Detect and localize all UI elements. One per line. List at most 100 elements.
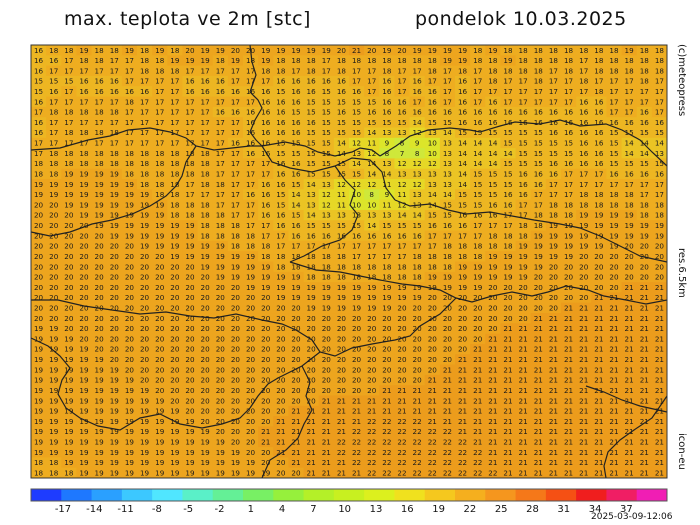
temperature-cell — [485, 220, 502, 232]
temperature-value: 18 — [367, 56, 377, 65]
temperature-cell — [167, 323, 184, 335]
temperature-value: 21 — [640, 376, 649, 385]
temperature-value: 20 — [140, 334, 150, 343]
temperature-value: 14 — [397, 211, 407, 220]
temperature-value: 19 — [473, 273, 483, 282]
temperature-cell — [288, 209, 305, 221]
temperature-value: 20 — [216, 314, 226, 323]
temperature-value: 20 — [125, 242, 135, 251]
temperature-value: 21 — [579, 468, 588, 477]
temperature-value: 17 — [579, 66, 588, 75]
temperature-cell — [636, 199, 653, 211]
temperature-cell — [530, 271, 547, 283]
temperature-cell — [318, 436, 335, 448]
temperature-cell — [288, 179, 305, 190]
temperature-value: 19 — [276, 283, 286, 292]
temperature-cell — [379, 467, 396, 478]
temperature-value: 22 — [413, 458, 422, 467]
temperature-value: 17 — [534, 97, 543, 106]
temperature-value: 21 — [322, 448, 331, 457]
temperature-value: 20 — [140, 303, 150, 312]
temperature-cell — [243, 96, 259, 108]
temperature-cell — [394, 416, 411, 428]
temperature-cell — [364, 436, 380, 448]
temperature-cell — [379, 302, 396, 314]
temperature-cell — [152, 240, 168, 252]
temperature-cell — [470, 333, 486, 345]
map-frame — [30, 44, 668, 479]
temperature-cell — [182, 106, 199, 118]
temperature-cell — [606, 179, 623, 190]
temperature-cell — [379, 447, 396, 458]
temperature-cell — [651, 405, 667, 417]
temperature-value: 19 — [609, 221, 619, 230]
temperature-cell — [258, 354, 274, 366]
temperature-value: 15 — [428, 211, 437, 220]
temperature-value: 19 — [155, 448, 165, 457]
temperature-cell — [333, 261, 350, 273]
temperature-cell — [91, 405, 108, 417]
temperature-cell — [379, 333, 396, 345]
temperature-cell — [500, 313, 517, 324]
temperature-cell — [576, 343, 592, 355]
temperature-cell — [273, 65, 290, 77]
temperature-value: 21 — [352, 468, 361, 477]
temperature-cell — [152, 302, 168, 314]
temperature-cell — [318, 65, 335, 77]
temperature-cell — [591, 447, 608, 458]
temperature-value: 18 — [640, 46, 650, 55]
temperature-cell — [651, 343, 667, 355]
temperature-cell — [515, 86, 532, 98]
temperature-cell — [76, 117, 93, 129]
temperature-value: 15 — [488, 169, 497, 178]
temperature-value: 20 — [291, 365, 301, 374]
temperature-cell — [379, 292, 396, 304]
temperature-cell — [46, 251, 62, 263]
temperature-cell — [182, 354, 199, 366]
temperature-value: 21 — [503, 365, 512, 374]
temperature-value: 20 — [201, 273, 211, 282]
temperature-value: 20 — [594, 283, 604, 292]
temperature-cell — [470, 302, 486, 314]
temperature-cell — [273, 354, 290, 366]
temperature-value: 17 — [170, 139, 179, 148]
temperature-cell — [485, 302, 502, 314]
temperature-value: 15 — [549, 149, 558, 158]
temperature-cell — [61, 467, 78, 478]
temperature-cell — [364, 55, 380, 67]
temperature-value: 18 — [609, 190, 619, 199]
temperature-value: 18 — [503, 242, 513, 251]
temperature-cell — [530, 209, 547, 221]
temperature-value: 20 — [170, 293, 180, 302]
temperature-cell — [31, 240, 47, 252]
temperature-cell — [197, 75, 214, 87]
temperature-cell — [651, 75, 667, 87]
temperature-cell — [439, 251, 456, 263]
temperature-value: 21 — [307, 427, 316, 436]
temperature-value: 19 — [564, 231, 574, 240]
temperature-cell — [61, 240, 78, 252]
temperature-value: 17 — [549, 190, 558, 199]
temperature-cell — [152, 416, 168, 428]
temperature-cell — [288, 148, 305, 160]
temperature-value: 19 — [110, 438, 120, 447]
temperature-value: 21 — [549, 324, 558, 333]
temperature-cell — [349, 148, 365, 160]
temperature-value: 20 — [428, 365, 438, 374]
temperature-value: 19 — [291, 293, 301, 302]
temperature-cell — [76, 395, 93, 407]
temperature-cell — [333, 333, 350, 345]
temperature-cell — [651, 220, 667, 232]
temperature-cell — [379, 106, 396, 118]
temperature-cell — [227, 209, 244, 221]
temperature-cell — [455, 261, 471, 273]
temperature-cell — [409, 55, 426, 67]
temperature-value: 20 — [261, 355, 271, 364]
temperature-cell — [243, 313, 259, 324]
temperature-cell — [621, 323, 638, 335]
temperature-cell — [46, 395, 62, 407]
temperature-value: 16 — [473, 211, 483, 220]
temperature-cell — [152, 45, 168, 56]
temperature-value: 20 — [79, 262, 89, 271]
temperature-cell — [31, 158, 47, 170]
